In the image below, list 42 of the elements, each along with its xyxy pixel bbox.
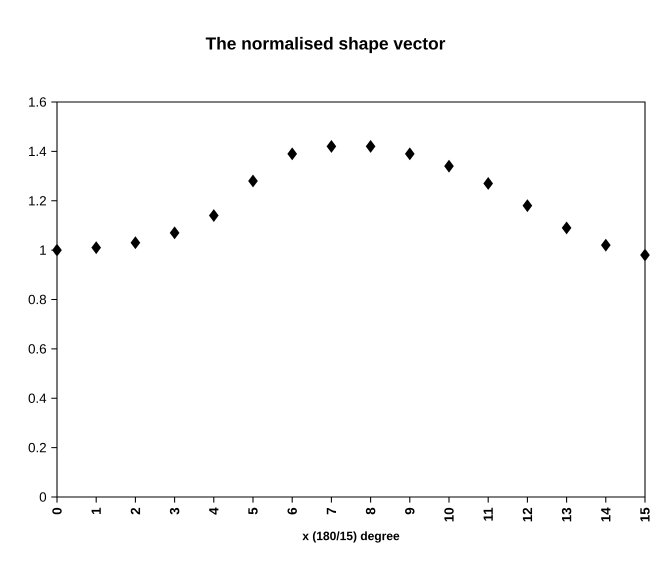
chart-title: The normalised shape vector	[206, 36, 446, 54]
point	[483, 177, 493, 190]
x-tick-label: 5	[248, 508, 258, 514]
y-tick-label: 1	[40, 246, 46, 255]
x-tick-label: 13	[562, 508, 572, 522]
point	[444, 160, 454, 172]
x-tick-label: 8	[366, 508, 376, 514]
point	[601, 238, 611, 252]
point	[130, 236, 140, 249]
x-tick-label: 4	[209, 507, 218, 515]
x-tick-label: 6	[287, 508, 297, 514]
y-tick-label: 0.8	[28, 294, 46, 304]
point	[522, 199, 532, 212]
x-tick-label: 15	[640, 508, 650, 522]
y-tick-label: 0	[40, 492, 46, 502]
x-tick-label: 1	[92, 508, 101, 514]
point	[326, 140, 336, 153]
x-tick-label: 3	[170, 508, 180, 514]
y-tick-label: 1.6	[29, 97, 46, 107]
point	[91, 241, 101, 254]
x-tick-label: 14	[601, 507, 610, 522]
y-tick-label: 0.4	[28, 394, 46, 403]
x-tick-label: 10	[444, 508, 454, 522]
x-tick-label: 2	[130, 508, 140, 514]
y-tick-label: 0.2	[28, 442, 46, 452]
x-tick-label: 9	[405, 508, 415, 514]
point	[52, 244, 62, 256]
point	[248, 174, 258, 188]
x-tick-label: 11	[484, 508, 493, 521]
point	[405, 148, 415, 160]
point	[366, 140, 376, 153]
x-tick-label: 7	[326, 508, 336, 514]
y-tick-label: 1.2	[29, 196, 46, 206]
x-tick-label: 12	[522, 508, 532, 522]
point	[170, 226, 180, 240]
point	[287, 148, 297, 160]
point	[562, 222, 572, 234]
x-axis-title: x (180/15) degree	[302, 531, 400, 543]
y-tick-label: 0.6	[28, 344, 46, 354]
y-tick-label: 1.4	[29, 146, 46, 156]
point	[209, 209, 219, 222]
x-tick-label: 0	[52, 508, 62, 514]
